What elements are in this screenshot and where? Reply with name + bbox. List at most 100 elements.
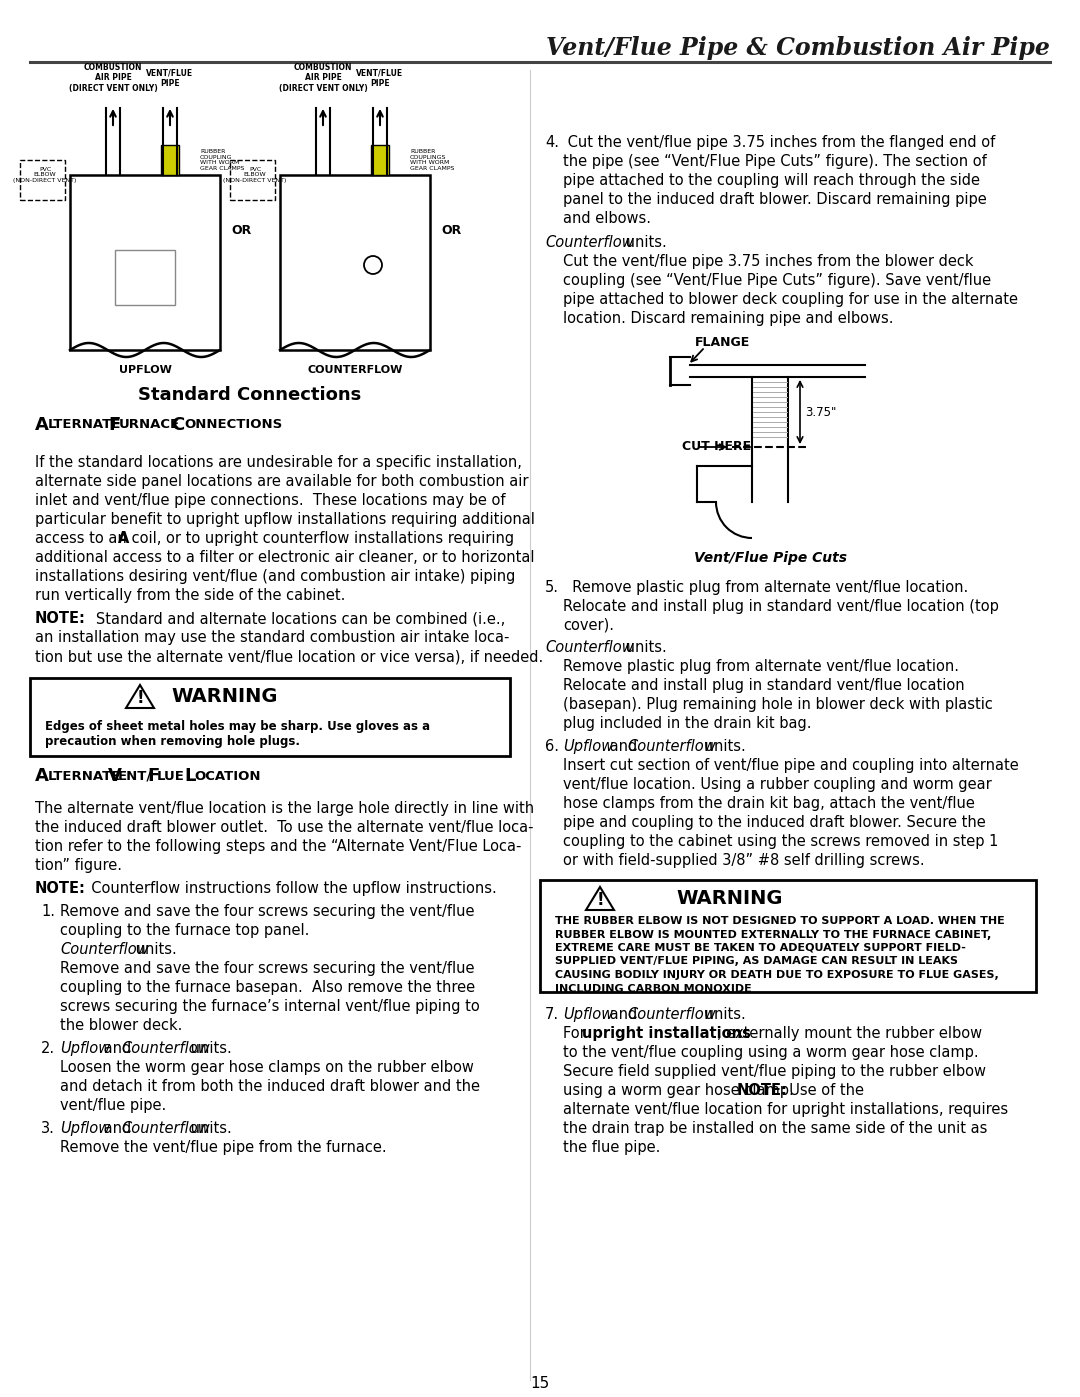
Text: location. Discard remaining pipe and elbows.: location. Discard remaining pipe and elb… bbox=[563, 312, 893, 326]
Text: alternate side panel locations are available for both combustion air: alternate side panel locations are avail… bbox=[35, 474, 528, 489]
Text: L: L bbox=[184, 767, 195, 785]
Text: Remove and save the four screws securing the vent/flue: Remove and save the four screws securing… bbox=[60, 961, 474, 977]
Text: 6.: 6. bbox=[545, 739, 559, 754]
Text: coupling to the cabinet using the screws removed in step 1: coupling to the cabinet using the screws… bbox=[563, 834, 998, 849]
Text: 2.: 2. bbox=[41, 1041, 55, 1056]
Text: upright installations: upright installations bbox=[582, 1025, 751, 1041]
Text: INCLUDING CARBON MONOXIDE: INCLUDING CARBON MONOXIDE bbox=[555, 983, 752, 993]
Text: ONNECTIONS: ONNECTIONS bbox=[184, 419, 282, 432]
Text: coil, or to upright counterflow installations requiring: coil, or to upright counterflow installa… bbox=[127, 531, 514, 546]
Text: Remove plastic plug from alternate vent/flue location.: Remove plastic plug from alternate vent/… bbox=[563, 580, 969, 595]
Text: Insert cut section of vent/flue pipe and coupling into alternate: Insert cut section of vent/flue pipe and… bbox=[563, 759, 1018, 773]
Text: WARNING: WARNING bbox=[172, 686, 279, 705]
Text: inlet and vent/flue pipe connections.  These locations may be of: inlet and vent/flue pipe connections. Th… bbox=[35, 493, 505, 509]
Text: installations desiring vent/flue (and combustion air intake) piping: installations desiring vent/flue (and co… bbox=[35, 569, 515, 584]
Text: NOTE:: NOTE: bbox=[35, 882, 86, 895]
Text: units.: units. bbox=[131, 942, 177, 957]
Text: VENT/FLUE
PIPE: VENT/FLUE PIPE bbox=[147, 68, 193, 88]
Text: CAUSING BODILY INJURY OR DEATH DUE TO EXPOSURE TO FLUE GASES,: CAUSING BODILY INJURY OR DEATH DUE TO EX… bbox=[555, 970, 999, 981]
Text: the blower deck.: the blower deck. bbox=[60, 1018, 183, 1032]
Text: 4.: 4. bbox=[545, 136, 559, 149]
Text: panel to the induced draft blower. Discard remaining pipe: panel to the induced draft blower. Disca… bbox=[563, 191, 987, 207]
Text: RUBBER ELBOW IS MOUNTED EXTERNALLY TO THE FURNACE CABINET,: RUBBER ELBOW IS MOUNTED EXTERNALLY TO TH… bbox=[555, 929, 991, 940]
Text: F: F bbox=[108, 416, 120, 434]
Text: LTERNATE: LTERNATE bbox=[48, 419, 121, 432]
Text: tion refer to the following steps and the “Alternate Vent/Flue Loca-: tion refer to the following steps and th… bbox=[35, 840, 522, 854]
FancyBboxPatch shape bbox=[161, 145, 179, 175]
Text: Cut the vent/flue pipe 3.75 inches from the flanged end of: Cut the vent/flue pipe 3.75 inches from … bbox=[563, 136, 996, 149]
Text: and: and bbox=[99, 1041, 136, 1056]
Text: Remove plastic plug from alternate vent/flue location.: Remove plastic plug from alternate vent/… bbox=[563, 659, 959, 673]
Text: or with field-supplied 3/8” #8 self drilling screws.: or with field-supplied 3/8” #8 self dril… bbox=[563, 854, 924, 868]
Text: and elbows.: and elbows. bbox=[563, 211, 651, 226]
Text: units.: units. bbox=[700, 1007, 746, 1023]
Text: Counterflow: Counterflow bbox=[60, 942, 149, 957]
Polygon shape bbox=[586, 887, 615, 909]
Text: LUE: LUE bbox=[157, 770, 185, 782]
Text: RUBBER
COUPLING
WITH WORM
GEAR CLAMPS: RUBBER COUPLING WITH WORM GEAR CLAMPS bbox=[200, 149, 244, 172]
Text: LTERNATE: LTERNATE bbox=[48, 770, 121, 782]
Text: coupling to the furnace basepan.  Also remove the three: coupling to the furnace basepan. Also re… bbox=[60, 981, 475, 995]
Text: additional access to a filter or electronic air cleaner, or to horizontal: additional access to a filter or electro… bbox=[35, 550, 535, 564]
Text: COMBUSTION
AIR PIPE
(DIRECT VENT ONLY): COMBUSTION AIR PIPE (DIRECT VENT ONLY) bbox=[279, 63, 367, 92]
Text: FLANGE: FLANGE bbox=[696, 337, 751, 349]
Text: WARNING: WARNING bbox=[677, 888, 783, 908]
Text: hose clamps from the drain kit bag, attach the vent/flue: hose clamps from the drain kit bag, atta… bbox=[563, 796, 975, 812]
Text: VENT/FLUE
PIPE: VENT/FLUE PIPE bbox=[356, 68, 404, 88]
Text: !: ! bbox=[136, 689, 144, 707]
Text: the pipe (see “Vent/Flue Pipe Cuts” figure). The section of: the pipe (see “Vent/Flue Pipe Cuts” figu… bbox=[563, 154, 987, 169]
Text: A: A bbox=[35, 767, 49, 785]
Text: NOTE:: NOTE: bbox=[35, 610, 86, 626]
Text: Use of the: Use of the bbox=[780, 1083, 864, 1098]
Text: tion but use the alternate vent/flue location or vice versa), if needed.: tion but use the alternate vent/flue loc… bbox=[35, 650, 543, 664]
Text: 3.75": 3.75" bbox=[805, 405, 836, 419]
Text: Remove the vent/flue pipe from the furnace.: Remove the vent/flue pipe from the furna… bbox=[60, 1140, 387, 1155]
Text: EXTREME CARE MUST BE TAKEN TO ADEQUATELY SUPPORT FIELD-: EXTREME CARE MUST BE TAKEN TO ADEQUATELY… bbox=[555, 943, 966, 953]
Text: and: and bbox=[605, 739, 642, 754]
Circle shape bbox=[364, 256, 382, 274]
Text: Counterflow: Counterflow bbox=[627, 1007, 716, 1023]
Text: vent/flue pipe.: vent/flue pipe. bbox=[60, 1098, 166, 1113]
Text: 3.: 3. bbox=[41, 1120, 55, 1136]
Text: Counterflow: Counterflow bbox=[545, 235, 634, 250]
Text: Upflow: Upflow bbox=[60, 1041, 110, 1056]
Text: Upflow: Upflow bbox=[563, 1007, 613, 1023]
Text: ENT/: ENT/ bbox=[118, 770, 152, 782]
Text: an installation may use the standard combustion air intake loca-: an installation may use the standard com… bbox=[35, 630, 510, 645]
Text: coupling to the furnace top panel.: coupling to the furnace top panel. bbox=[60, 923, 309, 937]
Text: units.: units. bbox=[186, 1120, 232, 1136]
Text: Loosen the worm gear hose clamps on the rubber elbow: Loosen the worm gear hose clamps on the … bbox=[60, 1060, 474, 1076]
Text: particular benefit to upright upflow installations requiring additional: particular benefit to upright upflow ins… bbox=[35, 511, 535, 527]
Text: coupling (see “Vent/Flue Pipe Cuts” figure). Save vent/flue: coupling (see “Vent/Flue Pipe Cuts” figu… bbox=[563, 272, 991, 288]
FancyBboxPatch shape bbox=[280, 175, 430, 351]
Text: RUBBER
COUPLINGS
WITH WORM
GEAR CLAMPS: RUBBER COUPLINGS WITH WORM GEAR CLAMPS bbox=[410, 149, 455, 172]
Text: The alternate vent/flue location is the large hole directly in line with: The alternate vent/flue location is the … bbox=[35, 800, 535, 816]
FancyBboxPatch shape bbox=[372, 145, 389, 175]
FancyBboxPatch shape bbox=[30, 678, 510, 756]
Text: Vent/Flue Pipe Cuts: Vent/Flue Pipe Cuts bbox=[693, 550, 847, 564]
Text: and: and bbox=[605, 1007, 642, 1023]
Text: CUT HERE: CUT HERE bbox=[681, 440, 751, 454]
Text: pipe attached to blower deck coupling for use in the alternate: pipe attached to blower deck coupling fo… bbox=[563, 292, 1018, 307]
Text: vent/flue location. Using a rubber coupling and worm gear: vent/flue location. Using a rubber coupl… bbox=[563, 777, 991, 792]
Text: pipe attached to the coupling will reach through the side: pipe attached to the coupling will reach… bbox=[563, 173, 980, 189]
Text: A: A bbox=[35, 416, 49, 434]
Text: pipe and coupling to the induced draft blower. Secure the: pipe and coupling to the induced draft b… bbox=[563, 814, 986, 830]
Text: 15: 15 bbox=[530, 1376, 550, 1390]
Text: Vent/Flue Pipe & Combustion Air Pipe: Vent/Flue Pipe & Combustion Air Pipe bbox=[546, 36, 1050, 60]
Text: 5.: 5. bbox=[545, 580, 559, 595]
Text: A: A bbox=[118, 531, 130, 546]
Text: For: For bbox=[563, 1025, 591, 1041]
Text: 7.: 7. bbox=[545, 1007, 559, 1023]
FancyBboxPatch shape bbox=[230, 161, 275, 200]
Text: tion” figure.: tion” figure. bbox=[35, 858, 122, 873]
Text: Counterflow instructions follow the upflow instructions.: Counterflow instructions follow the upfl… bbox=[82, 882, 497, 895]
Text: V: V bbox=[108, 767, 122, 785]
Text: the induced draft blower outlet.  To use the alternate vent/flue loca-: the induced draft blower outlet. To use … bbox=[35, 820, 534, 835]
Text: Standard and alternate locations can be combined (i.e.,: Standard and alternate locations can be … bbox=[82, 610, 505, 626]
FancyBboxPatch shape bbox=[540, 880, 1036, 992]
Text: , externally mount the rubber elbow: , externally mount the rubber elbow bbox=[717, 1025, 982, 1041]
Text: Upflow: Upflow bbox=[563, 739, 613, 754]
Text: COMBUSTION
AIR PIPE
(DIRECT VENT ONLY): COMBUSTION AIR PIPE (DIRECT VENT ONLY) bbox=[69, 63, 158, 92]
Text: OR: OR bbox=[442, 224, 462, 236]
